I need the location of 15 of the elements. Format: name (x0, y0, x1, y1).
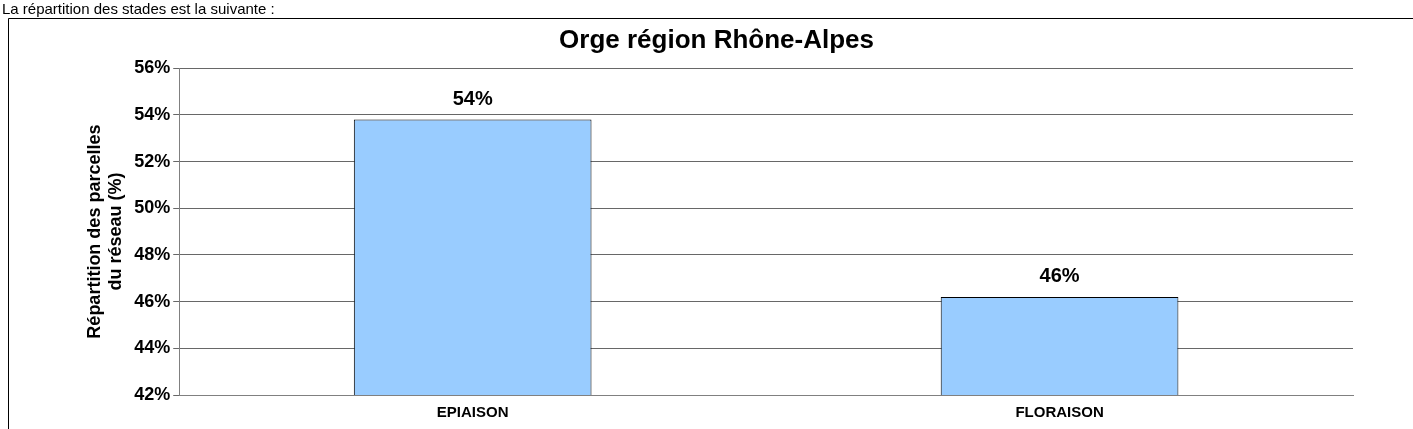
y-tick-label: 56% (134, 57, 171, 78)
x-tick-label: FLORAISON (1015, 403, 1104, 421)
y-tick-label: 48% (134, 243, 171, 264)
y-tick-label: 50% (134, 197, 171, 218)
y-tick-label: 54% (134, 103, 171, 124)
y-tick-label: 42% (134, 383, 171, 404)
x-tick-label: EPIAISON (436, 403, 509, 421)
data-label: 54% (452, 87, 493, 110)
chart-title: Orge région Rhône-Alpes (559, 23, 874, 54)
data-label: 46% (1039, 264, 1080, 287)
y-tick-label: 44% (134, 337, 171, 358)
y-tick-label: 46% (134, 290, 171, 311)
text: La répartition des stades est la suivante : (2, 0, 275, 17)
y-tick-label: 52% (134, 150, 171, 171)
y-axis-title: Répartition des parcelles du réseau (%) (83, 124, 126, 339)
